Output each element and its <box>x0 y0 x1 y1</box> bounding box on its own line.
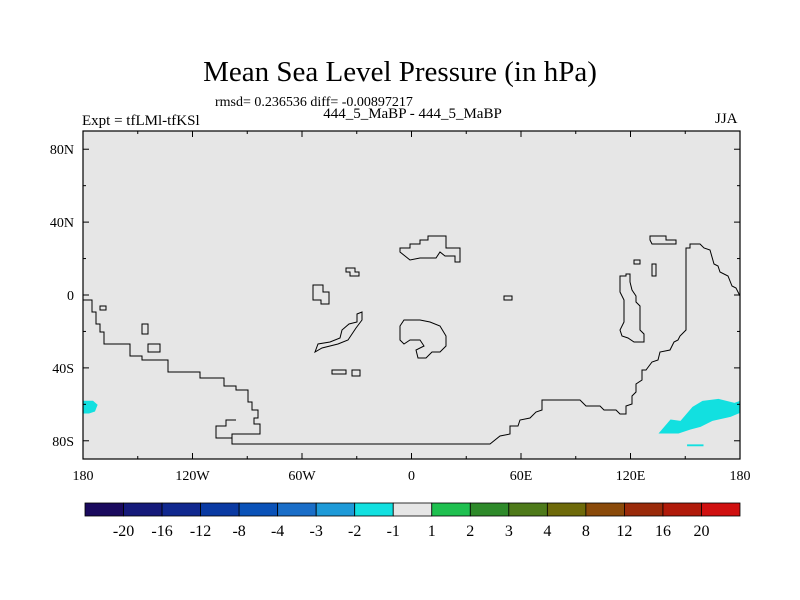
colorbar-box <box>200 502 240 517</box>
coastline-antarctica <box>231 243 741 445</box>
colorbar-label: 2 <box>466 523 474 540</box>
colorbar-labels: -20 -16 -12 -8 -4 -3 -2 -1 1 2 3 4 8 12 16 20 <box>113 523 710 540</box>
colorbar-box <box>469 502 510 517</box>
coastline-island-b <box>633 259 657 277</box>
coastline-islands-asia <box>619 273 645 343</box>
colorbar-label: 1 <box>428 523 436 540</box>
axis-ticks <box>82 131 741 459</box>
y-tick-labels: 80N 40N 0 40S 80S <box>50 143 74 450</box>
colorbar-box <box>508 502 548 517</box>
colorbar-box <box>315 502 356 517</box>
anomaly-region-antarctic-coast-small <box>687 444 704 447</box>
colorbar-box <box>431 502 471 517</box>
coastline-small-island <box>503 295 513 301</box>
colorbar-label: 12 <box>616 523 632 540</box>
colorbar-label: 16 <box>655 523 671 540</box>
coastline-asia <box>399 235 461 263</box>
colorbar-label: -4 <box>271 523 284 540</box>
anomaly-regions <box>83 398 740 447</box>
y-tick-label: 80S <box>52 435 74 450</box>
colorbar-label: 3 <box>505 523 513 540</box>
colorbar-box <box>161 502 201 517</box>
colorbar-box <box>277 502 317 517</box>
chart-subtitle: 444_5_MaBP - 444_5_MaBP <box>323 106 502 122</box>
y-tick-label: 40S <box>52 362 74 377</box>
colorbar-box <box>84 502 124 517</box>
colorbar-box <box>585 502 625 517</box>
colorbar-label: -1 <box>387 523 400 540</box>
x-tick-label: 0 <box>408 469 415 484</box>
map-background <box>83 131 740 459</box>
x-tick-label: 60W <box>288 469 316 484</box>
colorbar-label: -2 <box>348 523 361 540</box>
colorbar-label: 4 <box>543 523 551 540</box>
experiment-label: Expt = tfLMl-tfKSl <box>82 113 200 129</box>
anomaly-region-south-pacific-east <box>658 398 740 434</box>
colorbar-box <box>624 502 664 517</box>
y-tick-label: 80N <box>50 143 74 158</box>
coastline-indian <box>399 319 447 359</box>
colorbar-label: 20 <box>693 523 709 540</box>
colorbar-label: -12 <box>190 523 211 540</box>
colorbar-label: -8 <box>232 523 245 540</box>
x-tick-label: 120W <box>175 469 210 484</box>
y-tick-label: 40N <box>50 216 74 231</box>
x-tick-label: 120E <box>616 469 646 484</box>
anomaly-region-south-atlantic-west-edge <box>83 400 98 414</box>
coastline-africa-west <box>314 311 363 354</box>
stats-line: rmsd= 0.236536 diff= -0.00897217 <box>215 95 413 110</box>
x-tick-label: 180 <box>73 469 94 484</box>
colorbar-box <box>238 502 279 517</box>
coastline-south-america <box>83 299 261 439</box>
coastlines <box>83 235 741 445</box>
coastline-islands-2 <box>331 369 361 377</box>
x-tick-labels: 180 120W 60W 0 60E 120E 180 <box>73 469 751 484</box>
colorbar-box <box>123 502 163 517</box>
coastline-islet-sa <box>99 305 161 353</box>
colorbar-box <box>662 502 702 517</box>
y-tick-label: 0 <box>67 289 74 304</box>
coastline-islands-1 <box>345 267 360 277</box>
colorbar-label: -20 <box>113 523 134 540</box>
colorbar-label: 8 <box>582 523 590 540</box>
colorbar-box <box>392 502 433 517</box>
chart-title: Mean Sea Level Pressure (in hPa) <box>203 56 597 88</box>
x-tick-label: 60E <box>510 469 533 484</box>
colorbar-box <box>546 502 587 517</box>
colorbar-box <box>354 502 394 517</box>
colorbar <box>84 502 741 517</box>
colorbar-box <box>701 502 741 517</box>
coastline-australia <box>649 235 677 245</box>
season-label: JJA <box>715 111 738 127</box>
colorbar-label: -16 <box>151 523 172 540</box>
x-tick-label: 180 <box>730 469 751 484</box>
coastline-africa <box>312 284 330 305</box>
colorbar-label: -3 <box>310 523 323 540</box>
